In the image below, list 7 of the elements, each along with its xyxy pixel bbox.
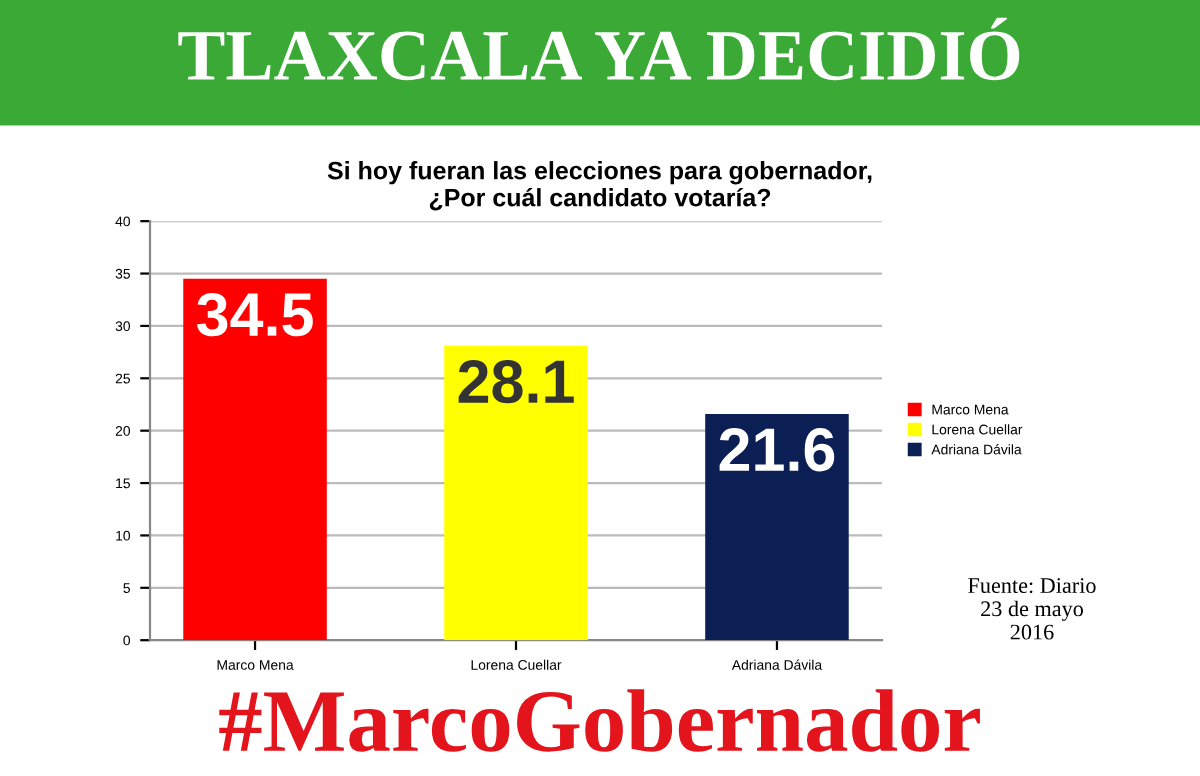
data-label: 28.1 [458, 360, 574, 404]
source-note: Fuente: Diario 23 de mayo 2016 [968, 578, 1096, 640]
data-label: 21.6 [719, 428, 835, 472]
chart-title: TLAXCALA YA DECIDIÓ [178, 17, 1020, 81]
text: #MarcoGobernador [219, 689, 980, 752]
data-label: 34.5 [196, 292, 313, 337]
chart-subtitle: Si hoy fueran las elecciones para gobernador, ¿Por cuál candidato votaría? [327, 161, 872, 211]
